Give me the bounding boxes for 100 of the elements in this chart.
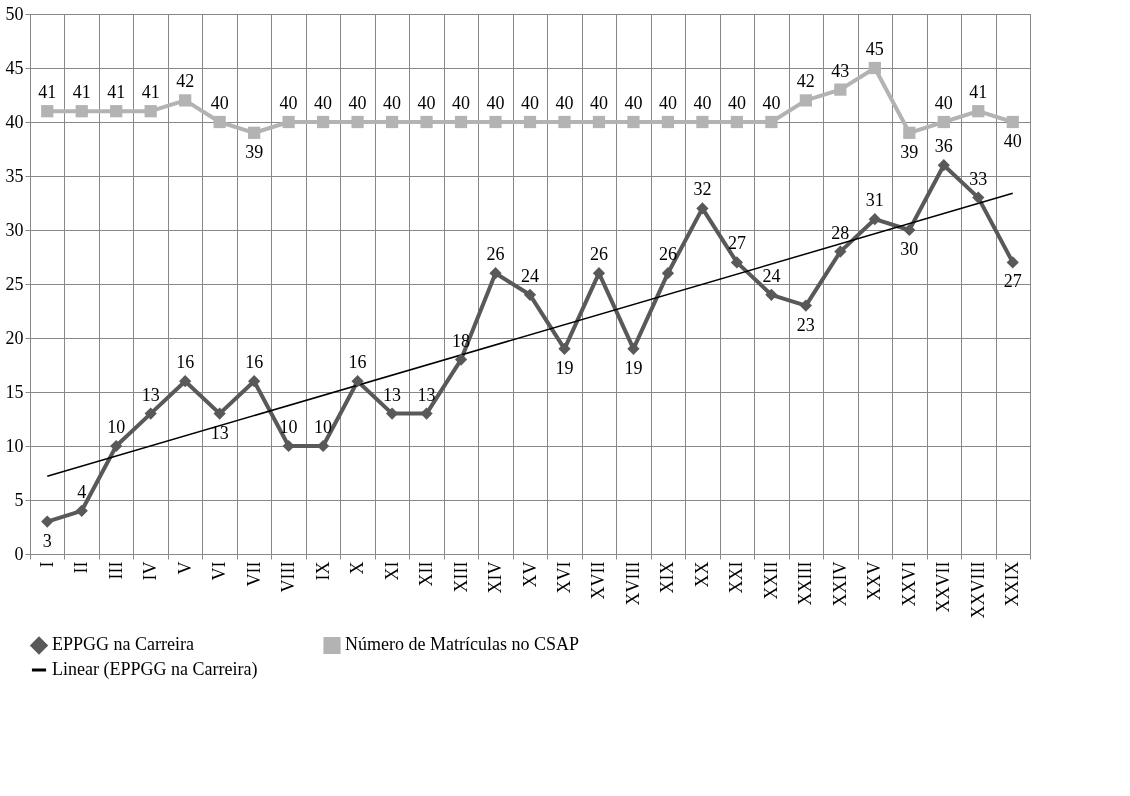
data-label: 41 xyxy=(969,82,988,103)
point xyxy=(110,105,123,118)
data-label: 40 xyxy=(555,93,574,113)
data-label: 36 xyxy=(934,136,953,157)
data-label: 40 xyxy=(348,93,367,113)
x-tick-label: V xyxy=(174,561,195,575)
point xyxy=(730,115,744,129)
x-tick-label: XX xyxy=(691,561,712,588)
point xyxy=(41,515,54,528)
data-label: 40 xyxy=(762,93,781,113)
data-label: 16 xyxy=(348,352,367,373)
y-tick-label: 40 xyxy=(5,111,24,132)
x-tick-label: X xyxy=(347,561,368,575)
x-tick-label: XXIX xyxy=(1002,561,1023,607)
point xyxy=(765,288,778,301)
data-label: 19 xyxy=(555,357,574,378)
point xyxy=(454,353,468,366)
data-label: 42 xyxy=(796,71,815,92)
point xyxy=(213,407,226,420)
point xyxy=(696,115,709,129)
x-tick-label: XIII xyxy=(450,561,471,593)
point xyxy=(248,375,261,388)
data-label: 32 xyxy=(693,179,712,200)
data-label: 26 xyxy=(589,244,608,265)
y-tick-label: 5 xyxy=(14,489,24,510)
legend-label: Número de Matrículas no CSAP xyxy=(345,634,579,655)
point xyxy=(903,126,916,139)
point xyxy=(144,105,157,118)
data-label: 3 xyxy=(42,530,52,551)
data-label: 16 xyxy=(245,352,264,373)
x-tick-label: XXVII xyxy=(933,561,954,613)
point xyxy=(661,115,675,129)
y-tick-label: 35 xyxy=(5,165,24,186)
x-tick-label: IX xyxy=(312,561,333,581)
point xyxy=(834,83,847,96)
data-label: 13 xyxy=(141,384,160,405)
legend-label: Linear (EPPGG na Carreira) xyxy=(52,659,258,680)
data-label: 27 xyxy=(1003,271,1022,292)
point xyxy=(75,105,88,118)
x-tick-label: III xyxy=(105,561,126,580)
data-label: 23 xyxy=(796,314,815,335)
data-label: 42 xyxy=(176,71,195,92)
point xyxy=(661,267,675,280)
point xyxy=(385,407,399,420)
point xyxy=(351,115,364,129)
point xyxy=(316,115,330,129)
data-label: 10 xyxy=(279,417,298,437)
y-tick-label: 20 xyxy=(5,327,24,348)
data-label: 43 xyxy=(831,60,850,81)
data-label: 40 xyxy=(314,93,333,113)
point xyxy=(523,288,537,301)
data-label: 27 xyxy=(727,233,746,254)
y-tick-label: 30 xyxy=(5,219,24,240)
x-tick-label: XXII xyxy=(760,561,781,600)
data-label: 40 xyxy=(727,93,746,113)
x-tick-label: I xyxy=(36,561,57,568)
point xyxy=(558,342,571,355)
x-tick-label: II xyxy=(71,561,92,574)
data-label: 40 xyxy=(589,93,608,113)
data-label: 41 xyxy=(141,82,160,103)
data-label: 40 xyxy=(521,93,539,113)
data-label: 33 xyxy=(969,168,988,189)
point xyxy=(903,223,916,237)
data-label: 40 xyxy=(279,93,298,113)
data-label: 40 xyxy=(934,93,953,113)
x-tick-label: XVI xyxy=(553,561,574,594)
x-tick-label: XI xyxy=(381,561,402,581)
point xyxy=(144,407,157,420)
point xyxy=(179,375,192,388)
point xyxy=(834,245,847,258)
point xyxy=(627,115,640,129)
y-tick-label: 15 xyxy=(5,381,24,402)
point xyxy=(558,115,571,129)
x-tick-label: XXI xyxy=(726,561,747,594)
data-label: 41 xyxy=(72,82,91,103)
data-label: 26 xyxy=(486,244,505,265)
data-label: 13 xyxy=(383,384,402,405)
data-label: 40 xyxy=(693,93,712,113)
point xyxy=(592,267,606,280)
y-tick-label: 0 xyxy=(14,543,24,564)
data-label: 39 xyxy=(245,141,264,162)
data-label: 39 xyxy=(900,141,919,162)
x-tick-label: XIV xyxy=(485,561,506,594)
point xyxy=(75,504,88,517)
point xyxy=(937,115,950,129)
data-label: 40 xyxy=(1003,131,1022,151)
data-label: 45 xyxy=(865,39,884,59)
point xyxy=(179,94,192,107)
point xyxy=(972,105,985,118)
point xyxy=(420,115,433,129)
data-label: 10 xyxy=(314,417,333,437)
data-label: 10 xyxy=(107,417,126,437)
point xyxy=(385,115,399,129)
point xyxy=(1006,115,1019,129)
data-label: 40 xyxy=(658,93,677,113)
x-tick-label: VIII xyxy=(278,561,299,593)
point xyxy=(1006,256,1019,269)
point xyxy=(799,299,812,312)
data-label: 13 xyxy=(210,422,229,443)
data-label: 40 xyxy=(486,93,505,113)
